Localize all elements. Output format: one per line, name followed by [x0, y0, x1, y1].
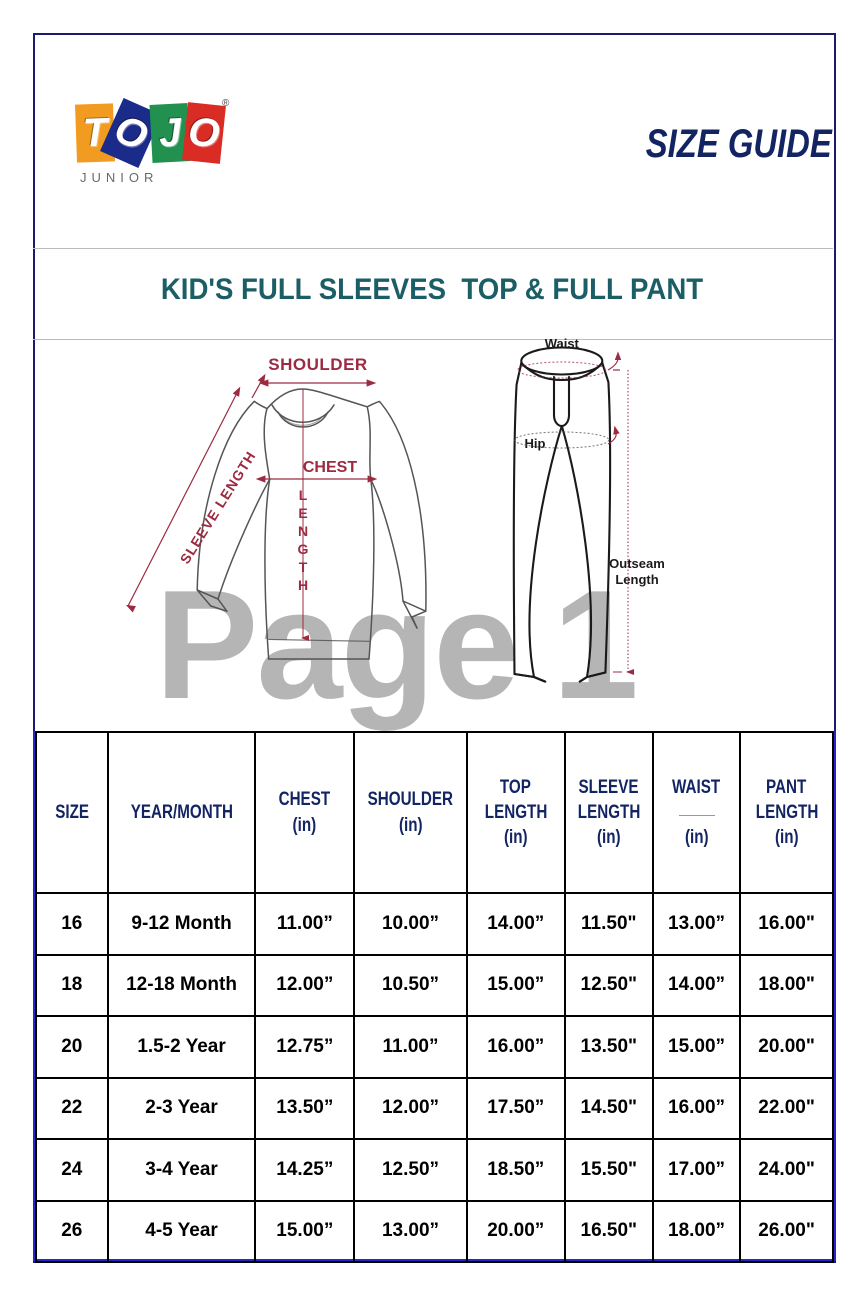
svg-text:SHOULDER: SHOULDER	[268, 355, 367, 374]
svg-text:Length: Length	[615, 572, 658, 587]
svg-text:CHEST: CHEST	[303, 459, 357, 476]
svg-text:Waist: Waist	[545, 336, 580, 351]
svg-text:Outseam: Outseam	[609, 556, 665, 571]
svg-text:Hip: Hip	[525, 436, 546, 451]
